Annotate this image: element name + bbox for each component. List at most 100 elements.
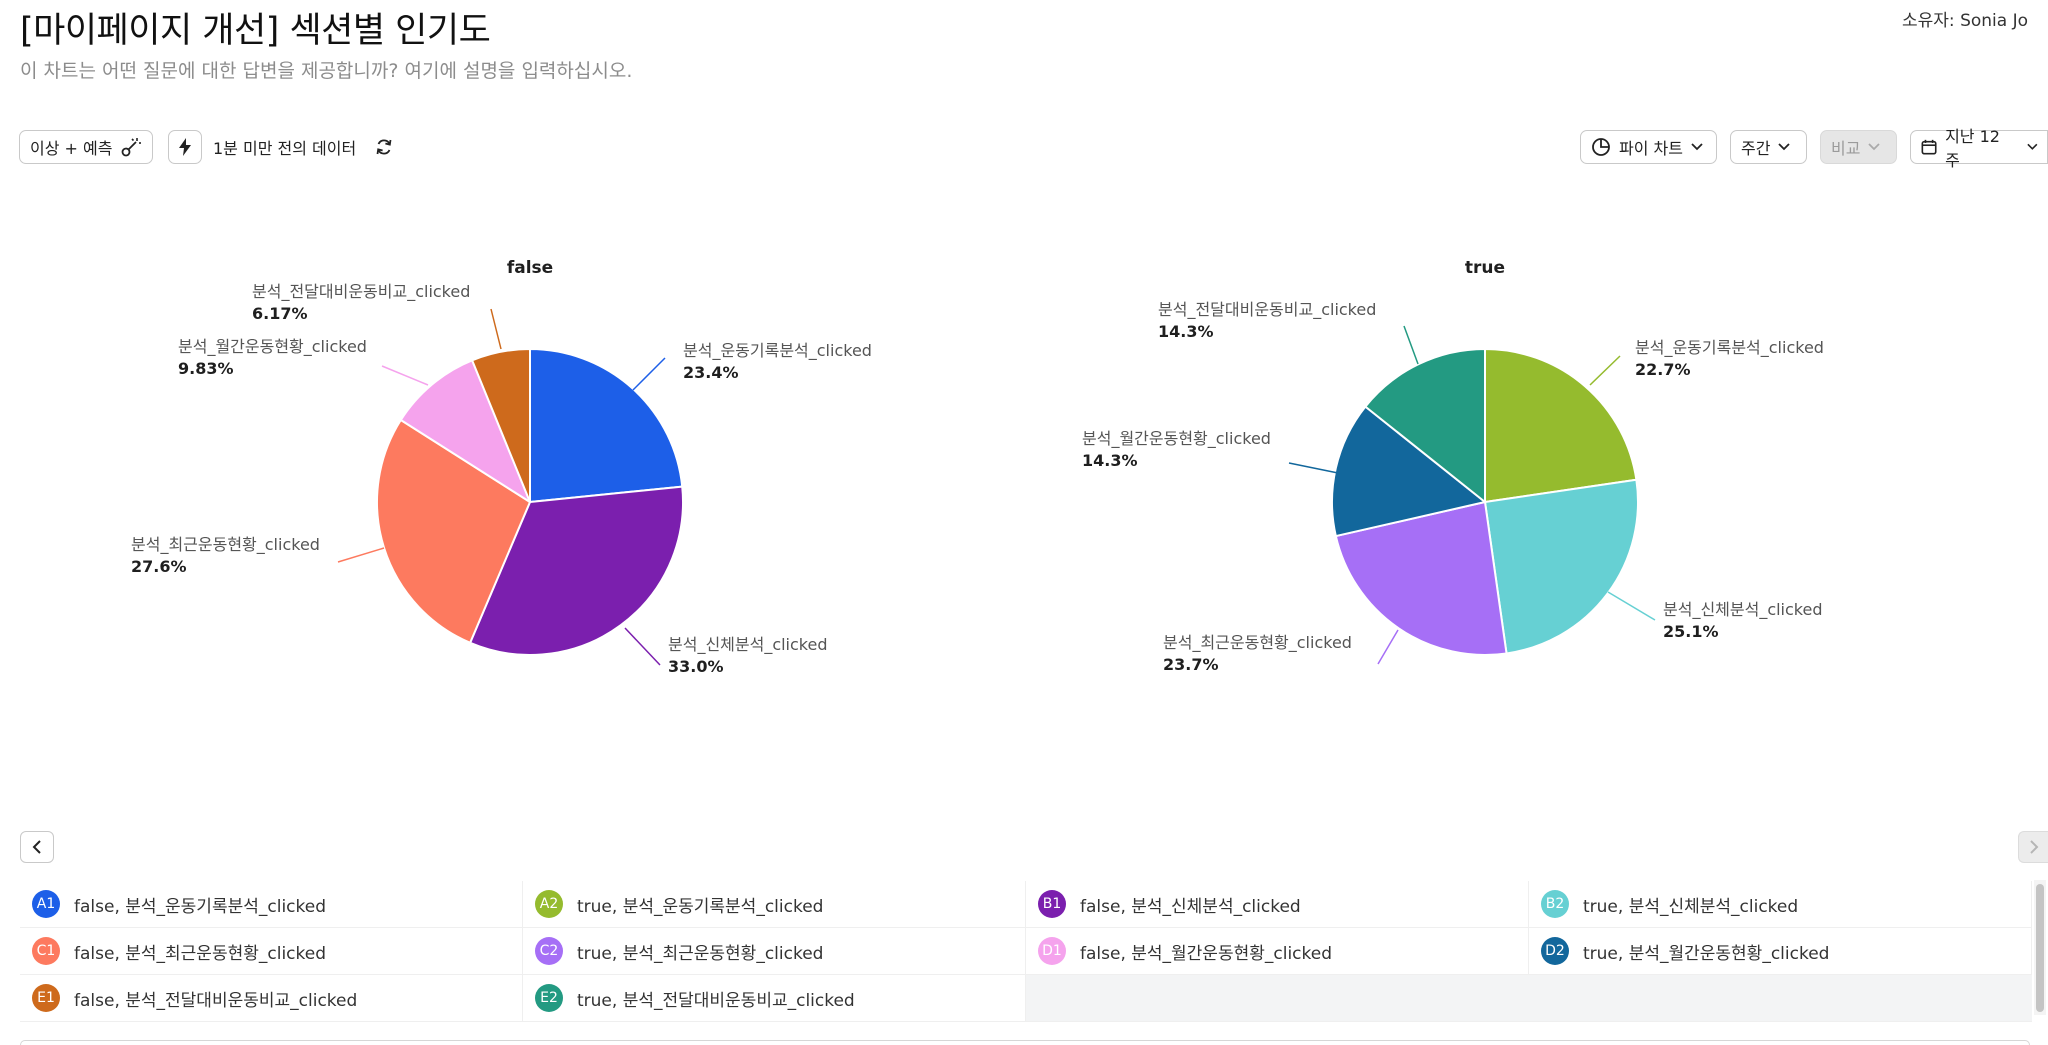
interval-select[interactable]: 주간 [1730, 130, 1807, 164]
legend-item-label: true, 분석_월간운동현황_clicked [1583, 943, 1830, 964]
chart-type-select[interactable]: 파이 차트 [1580, 130, 1717, 164]
label-leader-line [337, 547, 385, 563]
page-title: [마이페이지 개선] 섹션별 인기도 [20, 11, 491, 51]
legend-item-label: false, 분석_최근운동현황_clicked [74, 943, 326, 964]
legend-item[interactable]: D2 true, 분석_월간운동현황_clicked [1529, 928, 2032, 974]
chevron-right-icon [2029, 840, 2038, 854]
pie-slice [529, 348, 684, 503]
legend-prev-button[interactable] [20, 831, 54, 863]
legend-row: A1 false, 분석_운동기록분석_clicked A2 true, 분석_운동기… [20, 881, 2032, 928]
legend-next-button[interactable] [2018, 831, 2048, 863]
slice-value: 25.1% [1663, 622, 1719, 641]
slice-label: 분석_신체분석_clicked [668, 635, 828, 655]
series-badge: B2 [1541, 890, 1569, 918]
chevron-down-icon [1691, 143, 1703, 151]
legend-row: E1 false, 분석_전달대비운동비교_clicked E2 true, 분석_전… [20, 975, 2032, 1022]
slice-label: 분석_월간운동현황_clicked [178, 337, 367, 357]
legend-item[interactable]: B2 true, 분석_신체분석_clicked [1529, 881, 2032, 927]
legend-empty-cell [1529, 975, 2032, 1021]
refresh-icon [376, 139, 392, 155]
series-badge: B1 [1038, 890, 1066, 918]
legend-item[interactable]: A2 true, 분석_운동기록분석_clicked [523, 881, 1026, 927]
page-description[interactable]: 이 차트는 어떤 질문에 대한 답변을 제공합니까? 여기에 설명을 입력하십시… [20, 60, 633, 82]
data-freshness-text: 1분 미만 전의 데이터 [213, 139, 357, 158]
slice-label: 분석_전달대비운동비교_clicked [1158, 300, 1376, 320]
chevron-down-icon [2027, 143, 2038, 150]
pie-slice [399, 359, 531, 503]
series-badge: C1 [32, 937, 60, 965]
legend-item[interactable]: A1 false, 분석_운동기록분석_clicked [20, 881, 523, 927]
slice-value: 6.17% [252, 304, 308, 323]
series-badge: E1 [32, 984, 60, 1012]
label-leader-line [1288, 462, 1339, 474]
legend-item-label: false, 분석_전달대비운동비교_clicked [74, 990, 358, 1011]
date-range-select[interactable]: 지난 12주 [1910, 127, 2048, 170]
legend-item[interactable]: B1 false, 분석_신체분석_clicked [1026, 881, 1529, 927]
slice-label: 분석_전달대비운동비교_clicked [252, 282, 470, 302]
date-range-label: 지난 12주 [1945, 127, 2000, 170]
pie-slice [469, 485, 684, 657]
legend-item-label: false, 분석_신체분석_clicked [1080, 896, 1301, 917]
pie-slice [376, 419, 531, 644]
legend-table: A1 false, 분석_운동기록분석_clicked A2 true, 분석_운동기… [20, 881, 2032, 1022]
compare-select[interactable]: 비교 [1820, 130, 1897, 164]
legend-item[interactable]: C2 true, 분석_최근운동현황_clicked [523, 928, 1026, 974]
legend-item[interactable]: D1 false, 분석_월간운동현황_clicked [1026, 928, 1529, 974]
chevron-left-icon [32, 840, 41, 854]
pie-slice [1484, 478, 1639, 655]
series-badge: D2 [1541, 937, 1569, 965]
compare-label: 비교 [1831, 139, 1861, 158]
pie-title: true [1465, 258, 1505, 278]
series-badge: E2 [535, 984, 563, 1012]
slice-value: 14.3% [1082, 451, 1138, 470]
legend-item-label: true, 분석_최근운동현황_clicked [577, 943, 824, 964]
slice-value: 23.4% [683, 363, 739, 382]
pie-chart-icon [1592, 138, 1610, 156]
legend-scrollbar-thumb[interactable] [2036, 884, 2044, 1012]
pie-charts: false 분석_운동기록분석_clicked 23.4% 분석_신체분석_click… [131, 258, 1824, 676]
legend-item[interactable]: E1 false, 분석_전달대비운동비교_clicked [20, 975, 523, 1021]
legend-item-label: true, 분석_운동기록분석_clicked [577, 896, 824, 917]
lightning-icon [179, 138, 191, 156]
interval-label: 주간 [1741, 139, 1771, 158]
anomaly-forecast-label: 이상 + 예측 [30, 139, 113, 158]
next-panel-edge [20, 1040, 2030, 1045]
slice-label: 분석_운동기록분석_clicked [1635, 338, 1824, 358]
slice-value: 33.0% [668, 657, 724, 676]
label-leader-line [624, 627, 661, 666]
chevron-down-icon [1868, 143, 1881, 151]
series-badge: A1 [32, 890, 60, 918]
anomaly-forecast-button[interactable]: 이상 + 예측 [19, 130, 154, 164]
slice-label: 분석_월간운동현황_clicked [1082, 429, 1271, 449]
slice-value: 9.83% [178, 359, 234, 378]
legend-row: C1 false, 분석_최근운동현황_clicked C2 true, 분석_최근운… [20, 928, 2032, 975]
series-badge: C2 [535, 937, 563, 965]
pie-slice [471, 348, 531, 503]
chart-type-label: 파이 차트 [1619, 139, 1683, 158]
slice-label: 분석_최근운동현황_clicked [1163, 633, 1352, 653]
refresh-button[interactable] [372, 134, 396, 160]
label-leader-line [1377, 629, 1399, 665]
pie-slice [1334, 501, 1508, 656]
live-update-button[interactable] [168, 130, 202, 164]
calendar-icon [1921, 139, 1937, 155]
pie-slice [1364, 348, 1486, 503]
pie-title: false [507, 258, 553, 278]
chevron-down-icon [1778, 143, 1791, 151]
label-leader-line [632, 357, 666, 391]
chart-area: false 분석_운동기록분석_clicked 23.4% 분석_신체분석_click… [0, 240, 2048, 800]
label-leader-line [1403, 325, 1419, 365]
magic-wand-icon [122, 138, 142, 157]
label-leader-line [381, 365, 429, 386]
label-leader-line [1589, 355, 1621, 386]
series-badge: A2 [535, 890, 563, 918]
label-leader-line [490, 308, 502, 350]
legend-item[interactable]: E2 true, 분석_전달대비운동비교_clicked [523, 975, 1026, 1021]
legend-item[interactable]: C1 false, 분석_최근운동현황_clicked [20, 928, 523, 974]
pie-slice [1331, 405, 1486, 538]
pie-slice [1484, 348, 1638, 503]
legend-empty-cell [1026, 975, 1529, 1021]
slice-label: 분석_신체분석_clicked [1663, 600, 1823, 620]
slice-label: 분석_최근운동현황_clicked [131, 535, 320, 555]
slice-value: 23.7% [1163, 655, 1219, 674]
